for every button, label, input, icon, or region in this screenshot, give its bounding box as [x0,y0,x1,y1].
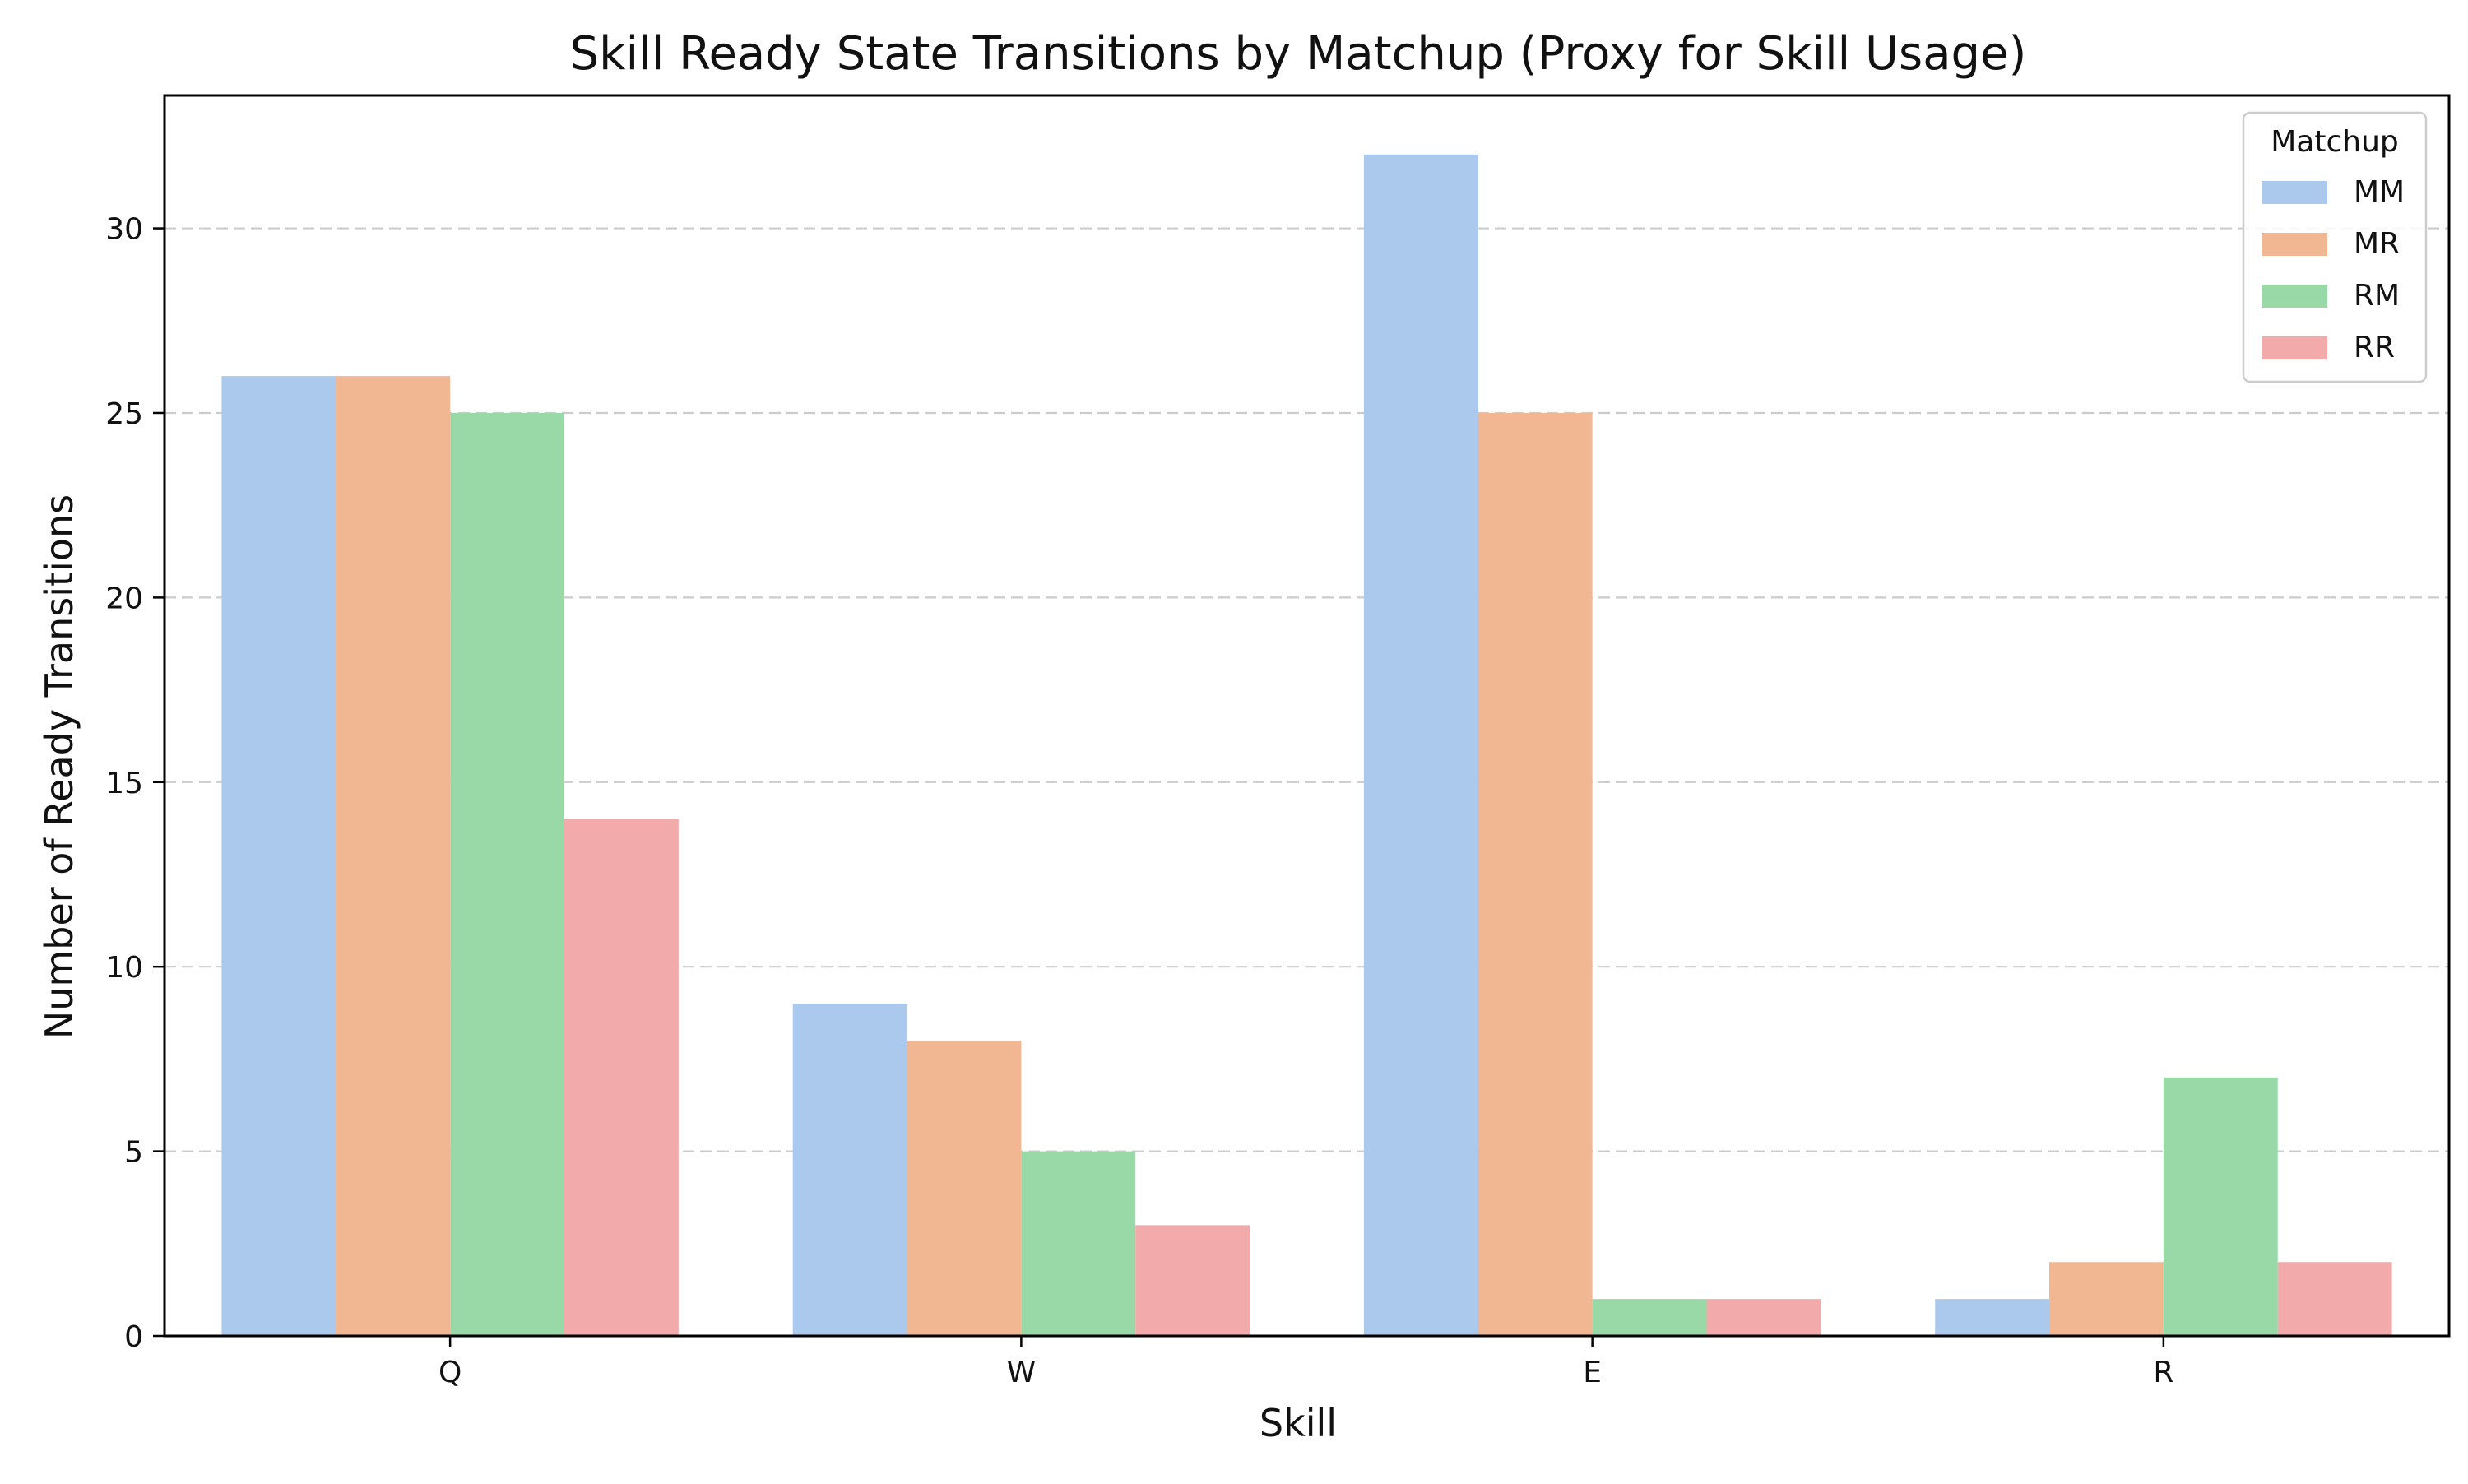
x-tick-label-w: W [1007,1356,1037,1389]
bar-rm-e [1592,1299,1707,1336]
bar-rm-r [2163,1077,2278,1336]
bar-mr-e [1478,412,1593,1336]
legend-box [2242,111,2428,383]
bar-rr-w [1135,1225,1250,1336]
x-tick-label-r: R [2153,1356,2173,1389]
y-tick-label: 10 [105,951,143,985]
bar-mm-e [1363,154,1478,1336]
y-tick-label: 5 [124,1136,143,1170]
x-axis-label: Skill [1260,1401,1337,1445]
bar-mr-r [2049,1262,2164,1336]
y-tick-label: 25 [105,397,143,431]
bar-rr-r [2277,1262,2392,1336]
y-tick-label: 30 [105,213,143,247]
plot-frame [163,94,2451,1338]
legend: Matchup MM MR RM RR [2242,111,2428,383]
legend-swatch-rr [2262,336,2327,359]
legend-label-mm: MM [2354,175,2405,209]
bar-mm-r [1935,1299,2050,1336]
y-tick-label: 20 [105,582,143,615]
legend-swatch-mr [2262,233,2327,256]
y-tick-label: 0 [124,1320,143,1354]
legend-label-rr: RR [2354,331,2395,364]
bar-mr-w [907,1040,1022,1336]
bars [221,154,2392,1337]
bar-mr-q [336,376,451,1337]
bar-rm-w [1021,1151,1136,1336]
x-tick-label-e: E [1583,1356,1602,1389]
bar-rr-q [564,819,679,1336]
bar-mm-q [221,376,336,1337]
bar-rm-q [450,412,564,1336]
x-tick-label-q: Q [438,1356,462,1389]
legend-swatch-mm [2262,181,2327,204]
y-axis: 0 5 10 15 20 25 30 [105,213,165,1354]
legend-label-rm: RM [2354,279,2400,313]
chart-title: Skill Ready State Transitions by Matchup… [570,27,2027,81]
y-axis-label: Number of Ready Transitions [37,494,81,1039]
legend-swatch-rm [2262,285,2327,308]
y-tick-label: 15 [105,767,143,800]
legend-label-mr: MR [2354,227,2400,261]
bar-rr-e [1706,1299,1821,1336]
legend-title: Matchup [2271,125,2399,159]
bar-mm-w [792,1004,907,1336]
